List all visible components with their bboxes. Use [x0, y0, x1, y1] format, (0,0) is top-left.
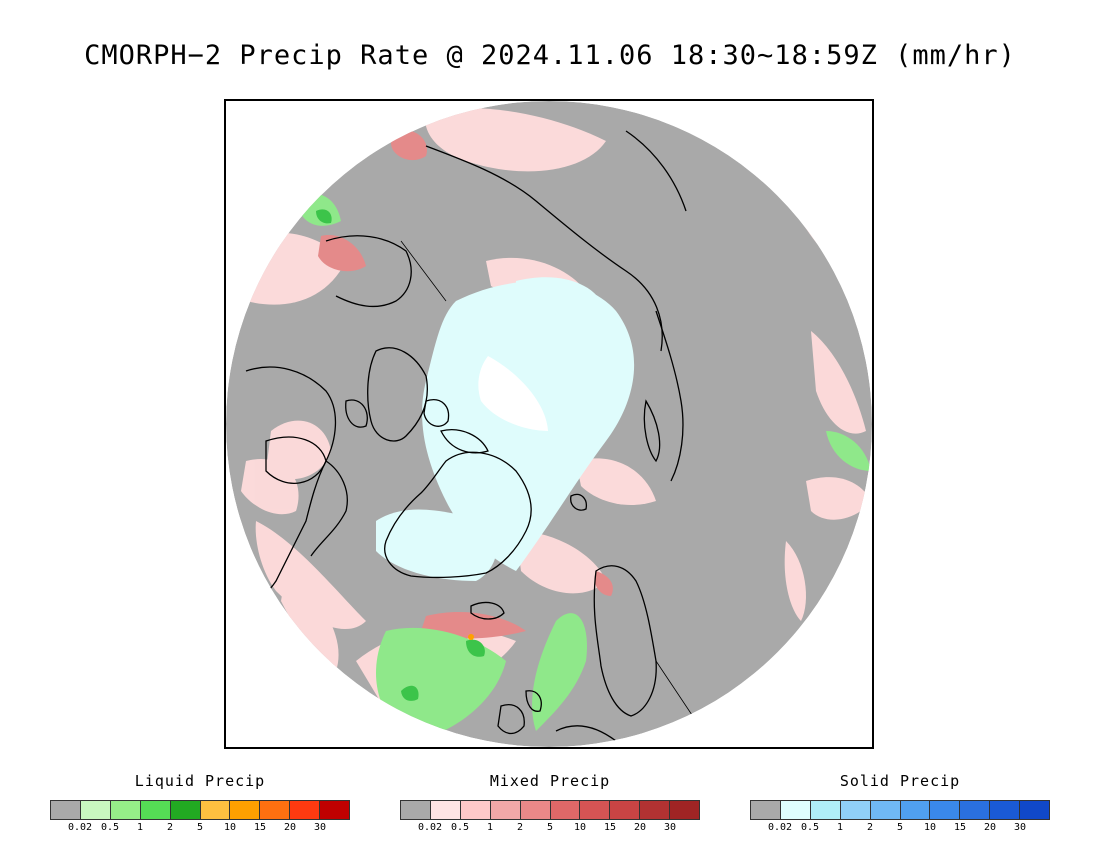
legend-liquid-precip: Liquid Precip 0.02 0.5 1 2 5 10 15 20 30: [50, 772, 350, 833]
map-disk: [226, 101, 872, 747]
legend-tick-label: 15: [253, 822, 267, 833]
legend-swatch: [930, 801, 961, 819]
map-title: CMORPH−2 Precip Rate @ 2024.11.06 18:30~…: [84, 40, 1016, 71]
legend-swatch: [51, 801, 81, 819]
legend-tick-label: 20: [633, 822, 647, 833]
legend-title: Mixed Precip: [489, 772, 611, 790]
legend-swatch: [520, 801, 551, 819]
legend-swatch: [110, 801, 141, 819]
coastlines: [245, 130, 697, 742]
legend-tick-label: 20: [983, 822, 997, 833]
legend-tick-label: 0.02: [767, 822, 793, 833]
legend-tick-label: 30: [1013, 822, 1027, 833]
legend-tick-label: 5: [196, 822, 204, 833]
legend-tick-label: 5: [546, 822, 554, 833]
legend-swatch: [140, 801, 171, 819]
legend-swatch: [960, 801, 991, 819]
legend-swatch: [260, 801, 291, 819]
legend-tick-label: 0.02: [417, 822, 443, 833]
legend-swatch: [550, 801, 581, 819]
legend-swatch: [610, 801, 641, 819]
heavier-liquid-precip-regions: [316, 209, 485, 701]
legend-swatch: [640, 801, 671, 819]
legend-swatch: [670, 801, 700, 819]
legend-tick-label: 5: [896, 822, 904, 833]
svalbard-coast: [570, 493, 587, 511]
siberia-coast: [425, 145, 663, 352]
legend-swatch: [230, 801, 261, 819]
legend-color-bar: [50, 800, 350, 820]
legend-swatch: [200, 801, 231, 819]
legend-tick-label: 0.5: [800, 822, 820, 833]
legend-tick-label: 10: [223, 822, 237, 833]
legend-swatch: [490, 801, 521, 819]
greenland-coast: [384, 451, 532, 579]
legend-tick-label: 15: [953, 822, 967, 833]
iceland-coast: [470, 601, 505, 620]
legend-title: Liquid Precip: [134, 772, 266, 790]
legend-mixed-precip: Mixed Precip 0.02 0.5 1 2 5 10 15 20 30: [400, 772, 700, 833]
legend-title: Solid Precip: [839, 772, 961, 790]
legend-swatch: [290, 801, 321, 819]
british-isles-coast: [497, 704, 525, 735]
legend-tick-label: 2: [516, 822, 524, 833]
hudson-bay-coast: [265, 436, 327, 484]
legend-swatch: [80, 801, 111, 819]
legend-swatch: [990, 801, 1021, 819]
legend-swatch: [751, 801, 781, 819]
heavy-liquid-cell: [468, 634, 474, 640]
legend-swatch: [580, 801, 611, 819]
legend-tick-label: 2: [166, 822, 174, 833]
legend-tick-labels: 0.02 0.5 1 2 5 10 15 20 30: [50, 822, 350, 836]
legend-tick-label: 0.5: [450, 822, 470, 833]
legend-tick-label: 1: [836, 822, 844, 833]
legend-swatch: [170, 801, 201, 819]
legend-tick-label: 10: [573, 822, 587, 833]
moderate-mixed-precip-regions: [318, 130, 613, 639]
legend-swatch: [460, 801, 491, 819]
legend-swatch: [870, 801, 901, 819]
europe-coast: [555, 725, 617, 742]
no-data-white-wedge: [478, 356, 548, 431]
legend-swatch: [401, 801, 431, 819]
legend-tick-label: 1: [136, 822, 144, 833]
legend-tick-labels: 0.02 0.5 1 2 5 10 15 20 30: [750, 822, 1050, 836]
legend-tick-labels: 0.02 0.5 1 2 5 10 15 20 30: [400, 822, 700, 836]
legend-tick-label: 20: [283, 822, 297, 833]
legend-tick-label: 15: [603, 822, 617, 833]
legend-swatch: [780, 801, 811, 819]
legend-swatch: [1020, 801, 1050, 819]
polar-map-svg: [226, 101, 872, 747]
legend-color-bar: [400, 800, 700, 820]
legend-tick-label: 10: [923, 822, 937, 833]
legend-swatch: [840, 801, 871, 819]
legend-tick-label: 1: [486, 822, 494, 833]
legend-swatch: [320, 801, 350, 819]
legend-tick-label: 30: [313, 822, 327, 833]
legend-swatch: [900, 801, 931, 819]
canadian-archipelago-coast: [367, 347, 428, 442]
legend-swatch: [810, 801, 841, 819]
legend-tick-label: 2: [866, 822, 874, 833]
scandinavia-coast: [593, 565, 657, 717]
legend-swatch: [430, 801, 461, 819]
legend-tick-label: 0.02: [67, 822, 93, 833]
legend-tick-label: 0.5: [100, 822, 120, 833]
alaska-coast: [325, 235, 412, 308]
legend-tick-label: 30: [663, 822, 677, 833]
legend-solid-precip: Solid Precip 0.02 0.5 1 2 5 10 15 20 30: [750, 772, 1050, 833]
novaya-zemlya-coast: [643, 399, 661, 463]
north-america-coast: [245, 366, 337, 599]
legend-color-bar: [750, 800, 1050, 820]
precip-map: [224, 99, 874, 749]
